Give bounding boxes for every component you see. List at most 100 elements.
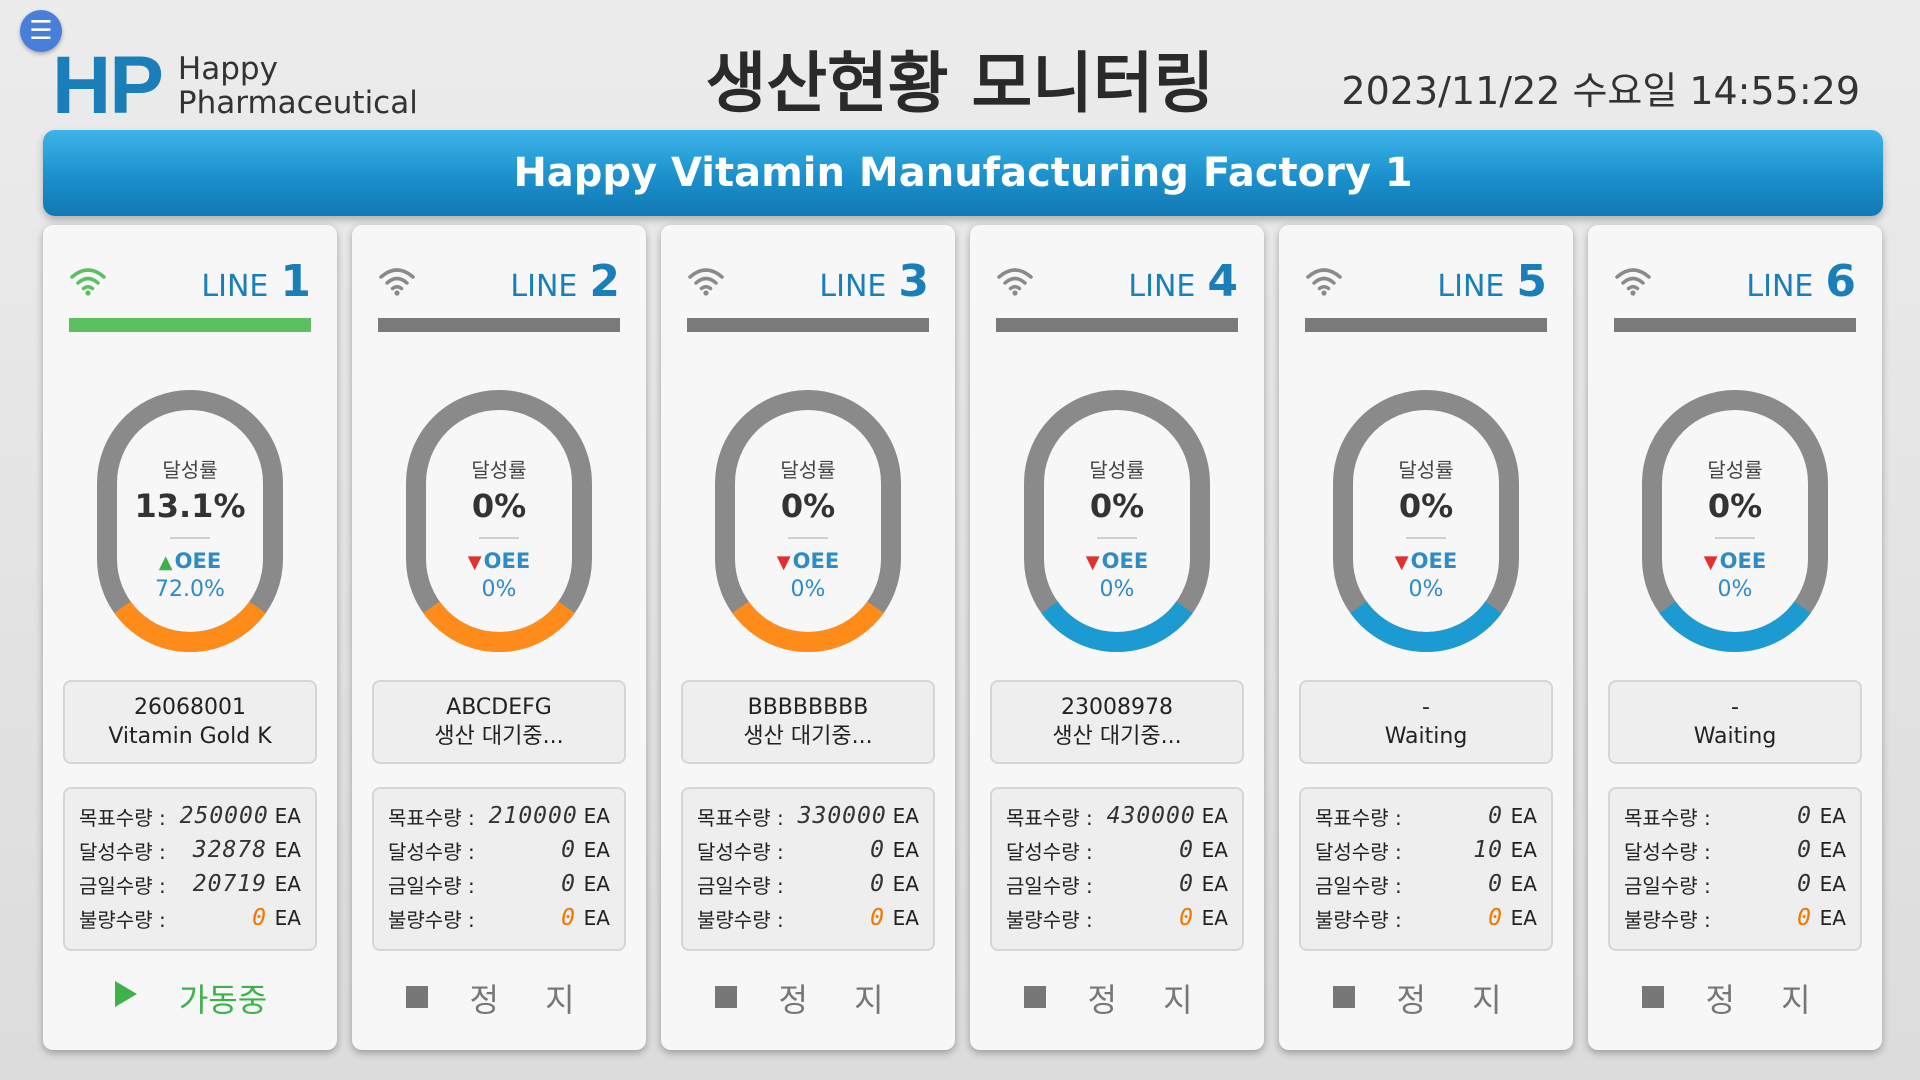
achievement-label: 달성률: [1089, 458, 1145, 482]
oee-label: OEE: [792, 549, 840, 573]
stop-icon: [1332, 979, 1356, 1017]
line-card[interactable]: LINE 4 달성률 0% ▼OEE 0% 23008978 생산 대기중... …: [970, 225, 1264, 1050]
oee-label-row: ▼OEE: [1395, 549, 1457, 573]
factory-banner: Happy Vitamin Manufacturing Factory 1: [43, 130, 1883, 216]
unit: EA: [892, 838, 919, 862]
defect-label: 불량수량 :: [697, 907, 784, 932]
today-value: 0: [1797, 871, 1812, 897]
line-state[interactable]: 가동중: [43, 973, 337, 1023]
line-state[interactable]: 정 지: [1279, 973, 1573, 1023]
target-label: 목표수량 :: [388, 805, 475, 830]
line-state[interactable]: 정 지: [352, 973, 646, 1023]
unit: EA: [583, 804, 610, 828]
wifi-icon: [1306, 268, 1342, 296]
today-value: 20719: [192, 871, 267, 897]
line-label: LINE 6: [1746, 256, 1856, 307]
gauge-accent-arc: [732, 601, 884, 652]
unit: EA: [1201, 872, 1228, 896]
line-card[interactable]: LINE 3 달성률 0% ▼OEE 0% BBBBBBBB 생산 대기중... …: [661, 225, 955, 1050]
gauge-readout: 달성률 0% ▼OEE 0%: [406, 390, 592, 652]
achievement-value: 13.1%: [134, 487, 246, 525]
stop-icon: [405, 979, 429, 1017]
product-code: -: [1422, 695, 1430, 720]
quantity-stats: 목표수량 :430000 EA 달성수량 :0 EA 금일수량 :0 EA 불량수량 …: [990, 787, 1244, 951]
achieved-label: 달성수량 :: [79, 839, 166, 864]
achieved-row: 달성수량 : 0 EA: [1624, 833, 1846, 867]
line-status-bar: [996, 318, 1238, 332]
down-triangle-icon: ▼: [1394, 552, 1409, 573]
target-label: 목표수량 :: [79, 805, 166, 830]
unit: EA: [274, 906, 301, 930]
unit: EA: [1819, 838, 1846, 862]
defect-row: 불량수량 : 0 EA: [1006, 901, 1228, 935]
line-word: LINE: [510, 268, 578, 304]
divider: [1097, 537, 1137, 539]
today-row: 금일수량 : 0 EA: [388, 867, 610, 901]
oee-label-row: ▼OEE: [468, 549, 530, 573]
achievement-value: 0%: [471, 487, 527, 525]
gauge-accent-arc: [114, 601, 266, 652]
line-word: LINE: [201, 268, 269, 304]
line-number: 2: [589, 255, 620, 307]
quantity-stats: 목표수량 : 0 EA 달성수량 : 10 EA 금일수량 : 0 EA 불량수량 : 0 EA: [1299, 787, 1553, 951]
line-card[interactable]: LINE 2 달성률 0% ▼OEE 0% ABCDEFG 생산 대기중... 목…: [352, 225, 646, 1050]
divider: [170, 537, 210, 539]
product-name: 생산 대기중...: [434, 724, 564, 749]
unit: EA: [1510, 872, 1537, 896]
oee-label: OEE: [174, 549, 222, 573]
quantity-stats: 목표수량 :210000 EA 달성수량 :0 EA 금일수량 :0 EA 불량수량 …: [372, 787, 626, 951]
unit: EA: [1201, 838, 1228, 862]
defect-value: 0: [1488, 905, 1503, 931]
menu-button[interactable]: ☰: [20, 10, 62, 52]
product-code: BBBBBBBB: [747, 695, 869, 720]
line-state[interactable]: 정 지: [1588, 973, 1882, 1023]
today-label: 금일수량 :: [1315, 873, 1402, 898]
line-card[interactable]: LINE 1 달성률 13.1% ▲OEE 72.0% 26068001 Vita…: [43, 225, 337, 1050]
defect-value: 0: [870, 905, 885, 931]
logo-mark: HP: [52, 40, 164, 131]
oee-label-row: ▼OEE: [1086, 549, 1148, 573]
defect-row: 불량수량 : 0 EA: [697, 901, 919, 935]
weekday: 수요일: [1572, 69, 1678, 113]
achieved-value: 0: [1179, 837, 1194, 863]
line-card[interactable]: LINE 5 달성률 0% ▼OEE 0% - Waiting 목표수량 : 0 EA…: [1279, 225, 1573, 1050]
gauge-accent-arc: [1041, 601, 1193, 652]
target-label: 목표수량 :: [1624, 805, 1711, 830]
line-header: LINE 1: [69, 256, 311, 307]
achieved-row: 달성수량 : 0 EA: [697, 833, 919, 867]
achieved-row: 달성수량 : 32878 EA: [79, 833, 301, 867]
line-card[interactable]: LINE 6 달성률 0% ▼OEE 0% - Waiting 목표수량 : 0 EA…: [1588, 225, 1882, 1050]
product-info: BBBBBBBB 생산 대기중...: [681, 680, 935, 764]
achievement-label: 달성률: [780, 458, 836, 482]
line-word: LINE: [1746, 268, 1814, 304]
product-code: ABCDEFG: [446, 695, 552, 720]
target-label: 목표수량 :: [697, 805, 784, 830]
stop-icon: [1023, 979, 1047, 1017]
today-row: 금일수량 : 0 EA: [1315, 867, 1537, 901]
time: 14:55:29: [1689, 69, 1860, 113]
unit: EA: [1510, 838, 1537, 862]
unit: EA: [274, 872, 301, 896]
line-state[interactable]: 정 지: [970, 973, 1264, 1023]
stop-icon: [714, 979, 738, 1017]
gauge-readout: 달성률 0% ▼OEE 0%: [1024, 390, 1210, 652]
oee-label-row: ▼OEE: [1704, 549, 1766, 573]
target-row: 목표수량 : 210000 EA: [388, 799, 610, 833]
state-text: 가동중: [178, 981, 268, 1019]
line-header: LINE 2: [378, 256, 620, 307]
achievement-value: 0%: [1707, 487, 1763, 525]
unit: EA: [1510, 804, 1537, 828]
oee-label: OEE: [483, 549, 531, 573]
product-name: 생산 대기중...: [743, 724, 873, 749]
line-state[interactable]: 정 지: [661, 973, 955, 1023]
product-name: Vitamin Gold K: [108, 724, 272, 749]
line-cards: LINE 1 달성률 13.1% ▲OEE 72.0% 26068001 Vita…: [43, 225, 1882, 1050]
line-number: 6: [1825, 255, 1856, 307]
divider: [788, 537, 828, 539]
up-triangle-icon: ▲: [158, 552, 173, 573]
unit: EA: [892, 804, 919, 828]
down-triangle-icon: ▼: [467, 552, 482, 573]
achievement-gauge: [97, 390, 283, 652]
divider: [479, 537, 519, 539]
state-text: 정 지: [1396, 981, 1520, 1019]
